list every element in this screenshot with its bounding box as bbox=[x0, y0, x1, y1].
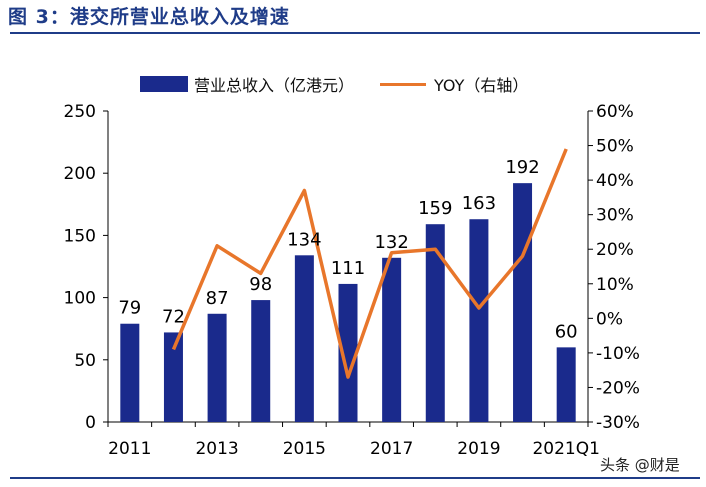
revenue-bar bbox=[469, 219, 489, 422]
x-axis-tick-label: 2021Q1 bbox=[532, 439, 599, 459]
revenue-bar bbox=[338, 283, 358, 422]
x-axis-tick-label: 2015 bbox=[283, 439, 326, 459]
revenue-bar bbox=[120, 323, 140, 422]
revenue-bar bbox=[163, 332, 183, 422]
bar-data-label: 98 bbox=[249, 274, 272, 295]
x-axis-tick-label: 2019 bbox=[457, 439, 500, 459]
bar-data-label: 72 bbox=[162, 306, 185, 327]
x-axis-tick-label: 2013 bbox=[195, 439, 238, 459]
x-axis-tick-label: 2017 bbox=[370, 439, 413, 459]
bar-data-label: 132 bbox=[374, 232, 408, 253]
right-axis-tick-label: 40% bbox=[596, 171, 634, 191]
bar-data-label: 79 bbox=[118, 298, 141, 319]
right-axis-tick-label: 10% bbox=[596, 275, 634, 295]
watermark: 头条 @财是 bbox=[600, 456, 680, 474]
revenue-bar bbox=[425, 224, 445, 422]
yoy-line bbox=[171, 148, 568, 379]
left-axis-tick-label: 50 bbox=[74, 351, 96, 371]
bar-data-label: 192 bbox=[505, 157, 539, 178]
right-axis-tick-label: 20% bbox=[596, 240, 634, 260]
footer-divider bbox=[10, 477, 700, 479]
legend-line-label: YOY（右轴） bbox=[434, 76, 529, 95]
left-axis-tick-label: 150 bbox=[64, 226, 96, 246]
right-axis-tick-label: 0% bbox=[596, 309, 623, 329]
left-axis-tick-label: 200 bbox=[64, 164, 96, 184]
legend-line-swatch bbox=[380, 82, 427, 86]
right-axis-tick-label: -10% bbox=[596, 344, 640, 364]
revenue-bar bbox=[382, 257, 402, 422]
bar-data-label: 163 bbox=[462, 193, 496, 214]
bar-data-label: 111 bbox=[331, 258, 365, 279]
revenue-bar bbox=[513, 183, 533, 422]
right-axis-tick-label: -30% bbox=[596, 413, 640, 433]
x-axis-tick-label: 2011 bbox=[108, 439, 151, 459]
revenue-bar bbox=[556, 347, 576, 422]
revenue-bar bbox=[294, 255, 314, 422]
bar-data-label: 87 bbox=[206, 288, 229, 309]
revenue-bar bbox=[251, 300, 271, 422]
right-axis-tick-label: -20% bbox=[596, 378, 640, 398]
legend-bar-label: 营业总收入（亿港元） bbox=[194, 76, 355, 95]
left-axis-tick-label: 100 bbox=[64, 289, 96, 309]
revenue-bar bbox=[207, 313, 227, 422]
bar-data-label: 159 bbox=[418, 198, 452, 219]
bar-data-label: 60 bbox=[555, 321, 578, 342]
legend-bar-swatch bbox=[140, 76, 188, 92]
right-axis-tick-label: 30% bbox=[596, 206, 634, 226]
bar-data-label: 134 bbox=[287, 229, 321, 250]
right-axis-tick-label: 50% bbox=[596, 137, 634, 157]
left-axis-tick-label: 250 bbox=[64, 102, 96, 122]
left-axis-tick-label: 0 bbox=[85, 413, 96, 433]
right-axis-tick-label: 60% bbox=[596, 102, 634, 122]
title-divider bbox=[10, 32, 700, 34]
figure-title: 图 3：港交所营业总收入及增速 bbox=[8, 6, 290, 28]
chart-legend: 营业总收入（亿港元） YOY（右轴） bbox=[140, 72, 528, 96]
